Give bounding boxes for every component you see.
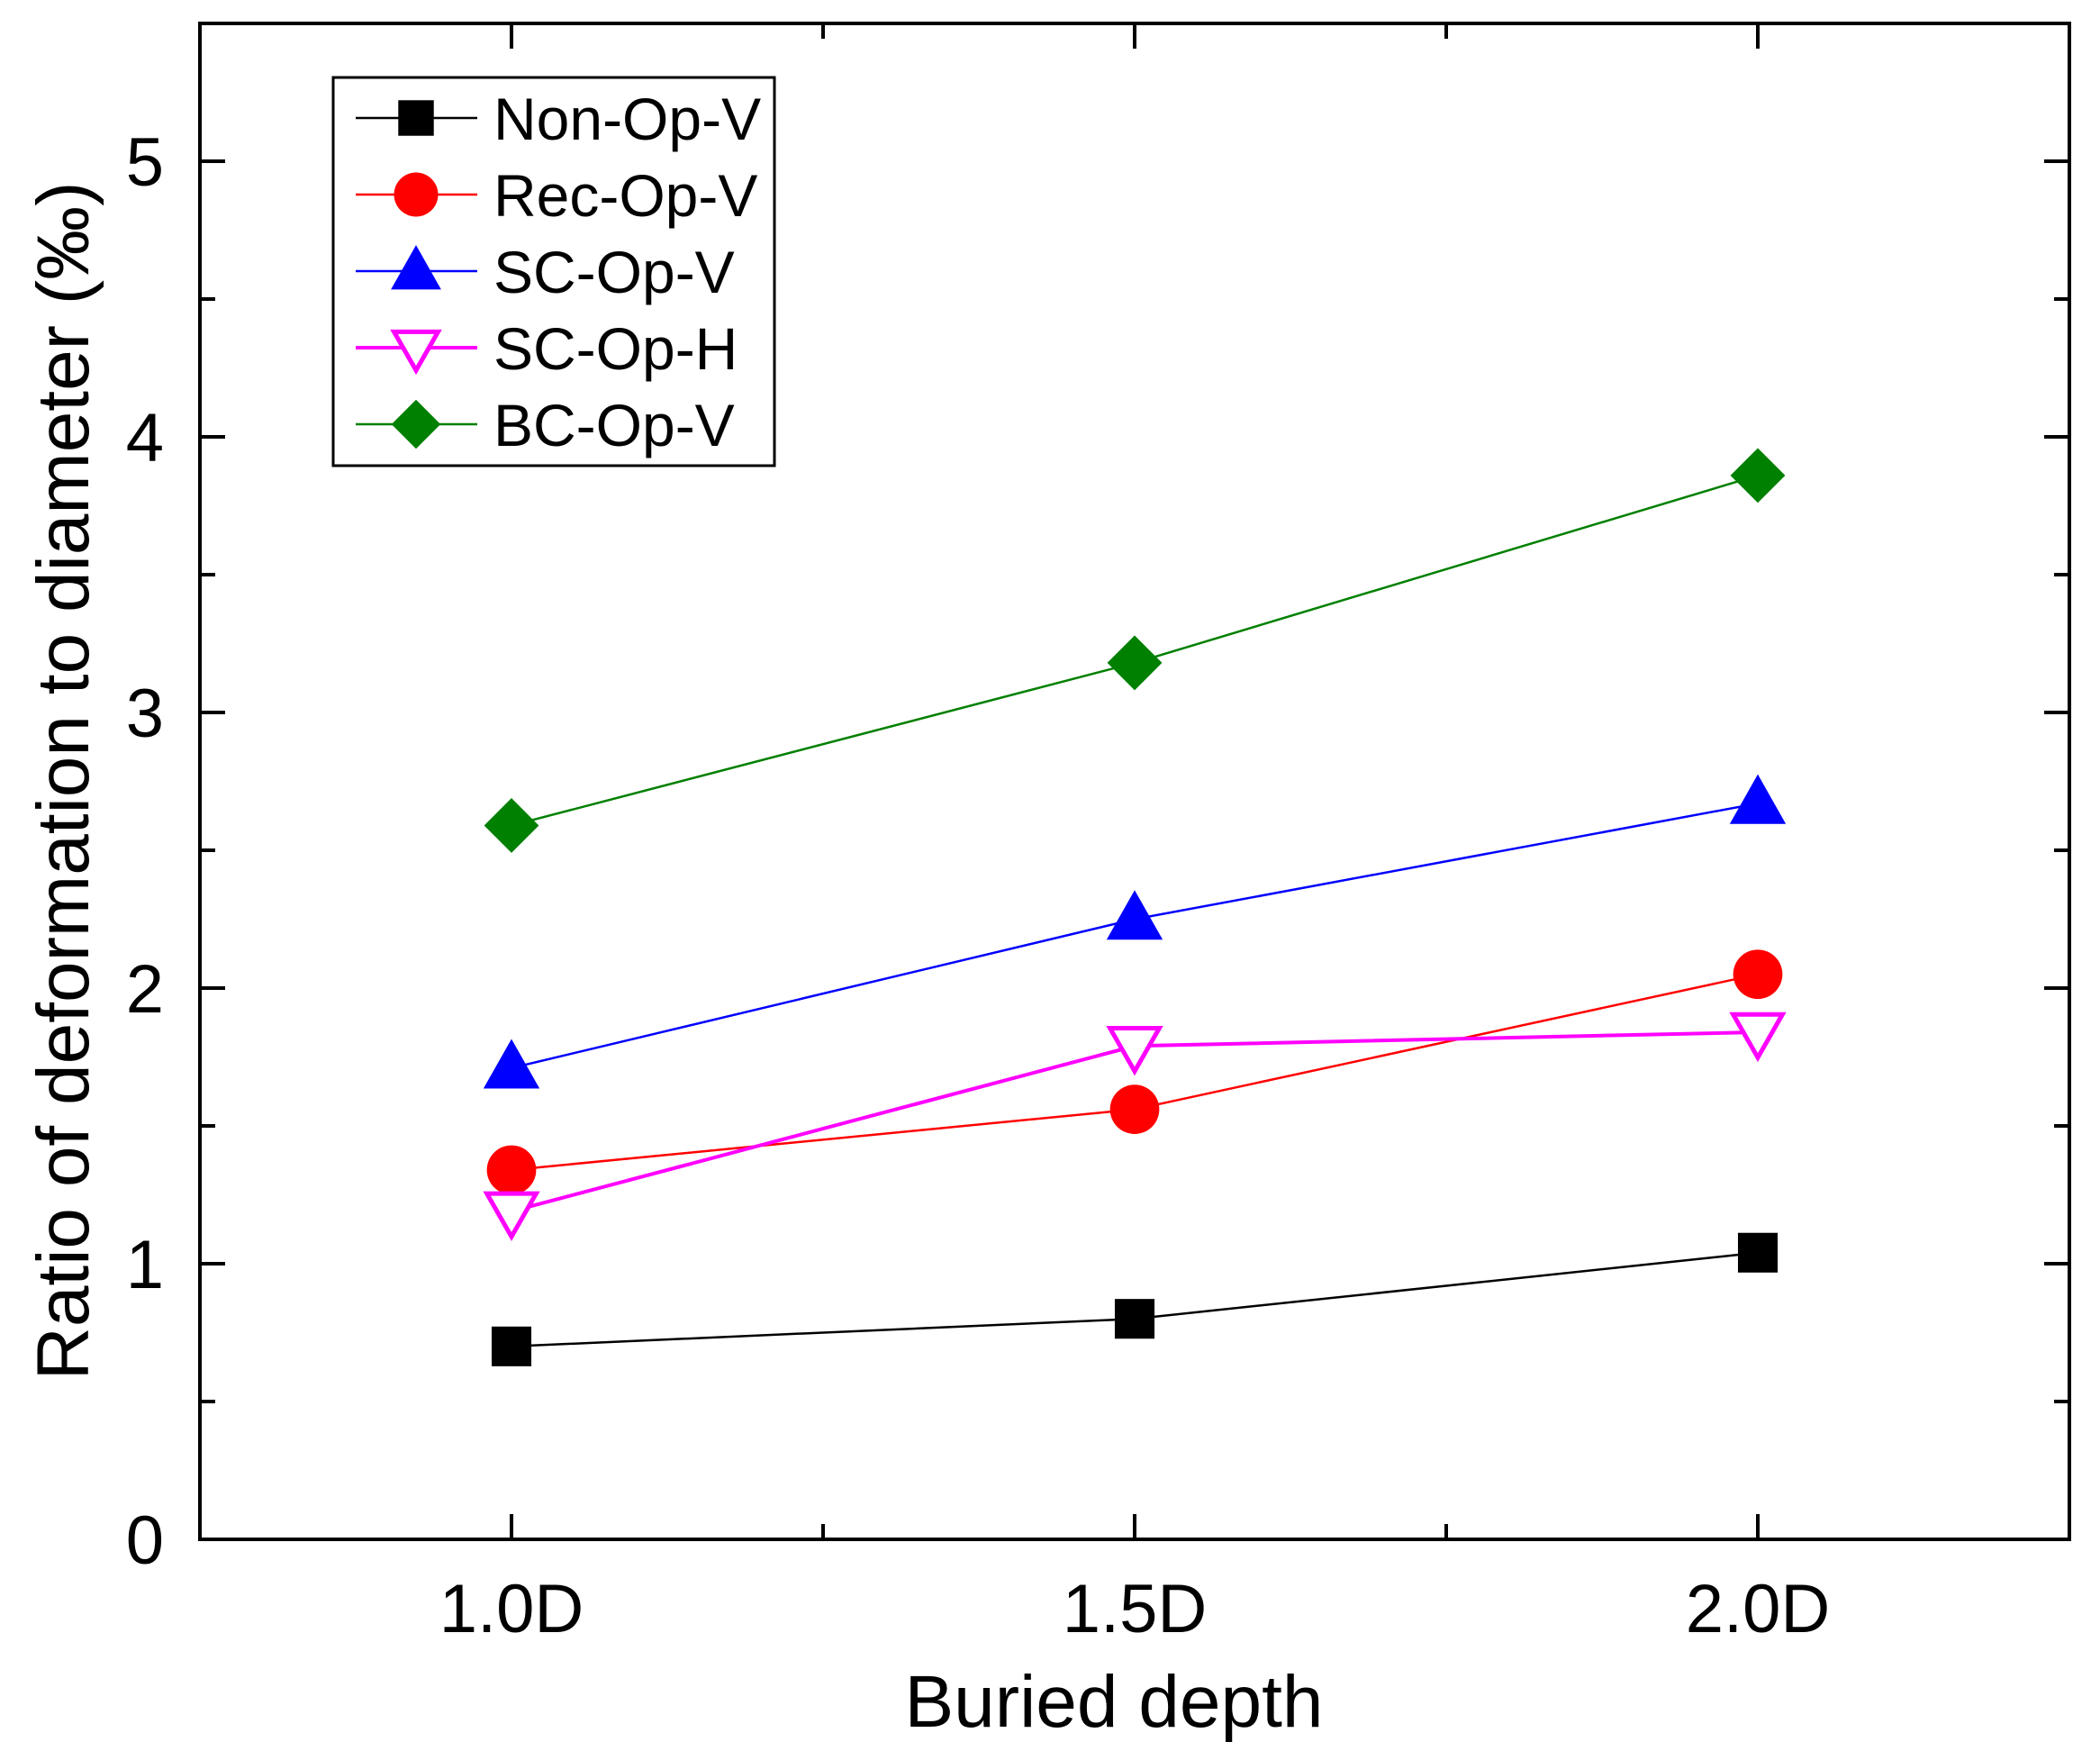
data-point: [1109, 1084, 1160, 1134]
data-point: [484, 798, 539, 853]
data-point: [483, 1191, 540, 1242]
series-SC-Op-V: [483, 774, 1787, 1089]
data-point: [483, 1039, 540, 1089]
x-tick-label: 2.0D: [1686, 1571, 1831, 1647]
data-point: [1733, 949, 1783, 1000]
y-tick-label: 3: [126, 676, 164, 752]
legend-label: SC-Op-H: [493, 315, 738, 382]
x-axis-label: Buried depth: [904, 1661, 1323, 1743]
data-point: [1729, 1012, 1787, 1063]
axis-ticks: [198, 22, 2071, 1541]
data-point: [491, 1326, 532, 1366]
series-layer: [483, 448, 1787, 1366]
data-point: [1106, 1026, 1163, 1076]
legend-label: Non-Op-V: [493, 86, 761, 152]
legend-marker: [394, 172, 439, 217]
legend-marker: [398, 100, 434, 136]
tick-labels: 0 1 2 3 4 5 1.0D 1.5D 2.0D: [126, 124, 1831, 1647]
legend-item: Rec-Op-V: [356, 162, 757, 229]
series-Non-Op-V: [491, 1232, 1779, 1366]
data-point: [486, 1145, 537, 1195]
legend-marker: [391, 245, 441, 290]
series-BC-Op-V: [484, 448, 1786, 853]
y-axis-label: Ratio of deformation to diameter (‰): [23, 182, 104, 1381]
data-point: [1730, 448, 1786, 504]
series-SC-Op-H: [483, 1012, 1787, 1242]
data-point: [1106, 890, 1163, 940]
x-tick-label: 1.0D: [439, 1571, 584, 1647]
y-tick-label: 5: [126, 124, 164, 201]
legend-item: Non-Op-V: [356, 86, 761, 152]
series-Rec-Op-V: [486, 949, 1783, 1195]
legend-item: BC-Op-V: [356, 392, 735, 458]
legend-marker: [390, 329, 442, 376]
y-tick-label: 4: [126, 400, 164, 476]
legend-label: BC-Op-V: [493, 392, 735, 458]
legend: Non-Op-V Rec-Op-V SC-Op-V SC-Op-H BC-Op-V: [331, 76, 776, 467]
legend-marker: [391, 399, 441, 449]
y-tick-label: 1: [126, 1227, 164, 1303]
data-point: [1737, 1232, 1779, 1273]
data-point: [1114, 1299, 1155, 1339]
data-point: [1729, 774, 1787, 824]
legend-label: SC-Op-V: [493, 239, 735, 305]
y-tick-label: 0: [126, 1502, 164, 1579]
legend-item: SC-Op-V: [356, 239, 735, 305]
x-tick-label: 1.5D: [1063, 1571, 1208, 1647]
y-tick-label: 2: [126, 951, 164, 1028]
legend-label: Rec-Op-V: [493, 162, 757, 229]
legend-item: SC-Op-H: [356, 315, 738, 382]
data-point: [1107, 635, 1163, 691]
